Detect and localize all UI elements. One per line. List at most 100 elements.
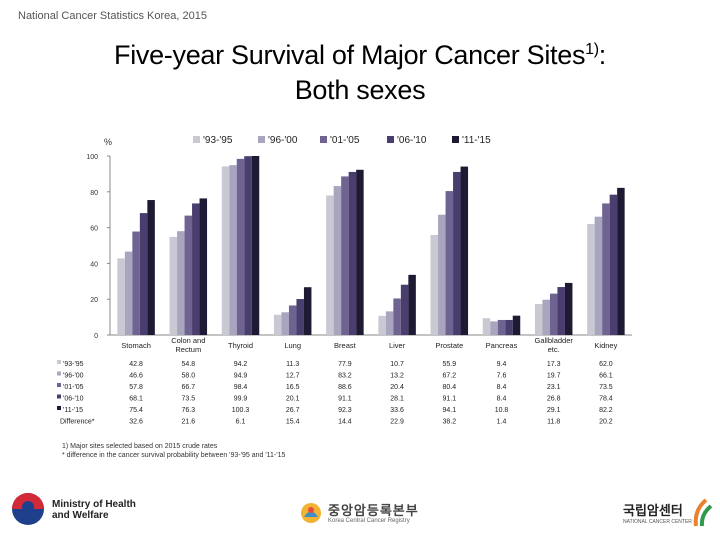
legend-label: '96-'00 [268, 135, 298, 146]
table-cell: 8.4 [497, 384, 507, 391]
bar [169, 236, 178, 335]
table-cell: 66.7 [181, 384, 195, 391]
footnote-2: * difference in the cancer survival prob… [62, 452, 286, 459]
table-cell: 26.7 [286, 407, 300, 414]
bar [356, 169, 364, 335]
table-cell: 19.7 [547, 373, 561, 380]
table-row-label: '96-'00 [63, 373, 84, 380]
legend-label: '01-'05 [330, 135, 360, 146]
bar [445, 191, 454, 335]
ncc-mark-icon [693, 498, 713, 527]
y-tick-label: 60 [90, 226, 98, 233]
bar [192, 203, 200, 335]
bar [199, 198, 208, 335]
bar [617, 187, 625, 335]
legend-label: '93-'95 [203, 135, 233, 146]
bar [534, 304, 543, 335]
title-line2: Both sexes [294, 75, 426, 105]
bar [177, 231, 185, 335]
bar [460, 166, 469, 335]
bar [482, 318, 491, 335]
table-cell: 92.3 [338, 407, 352, 414]
legend-swatch [320, 136, 327, 143]
table-cell: 66.1 [599, 373, 613, 380]
bar [393, 298, 401, 335]
bar [497, 319, 506, 335]
table-cell: 17.3 [547, 361, 561, 368]
mohw-name-line1: Ministry of Health [52, 499, 136, 510]
bar [244, 156, 252, 335]
table-cell: 75.4 [129, 407, 143, 414]
bar [348, 171, 357, 335]
header-text: National Cancer Statistics Korea, 2015 [18, 10, 207, 22]
table-cell: 73.5 [181, 396, 195, 403]
ncc-english: NATIONAL CANCER CENTER [623, 519, 692, 525]
table-cell: 88.6 [338, 384, 352, 391]
kccr-english: Korea Central Cancer Registry [328, 518, 410, 524]
table-cell: 33.6 [390, 407, 404, 414]
y-tick-label: 0 [94, 333, 98, 340]
kccr-korean: 중앙암등록본부 [328, 503, 419, 518]
table-cell: 57.8 [129, 384, 143, 391]
table-row-label: '11-'15 [63, 407, 83, 414]
difference-cell: 15.4 [286, 419, 300, 426]
table-cell: 10.7 [390, 361, 404, 368]
table-cell: 54.8 [181, 361, 195, 368]
difference-cell: 32.6 [129, 419, 143, 426]
bar [184, 215, 193, 335]
difference-cell: 1.4 [497, 419, 507, 426]
mohw-name-line2: and Welfare [52, 510, 109, 521]
table-cell: 82.2 [599, 407, 613, 414]
bar [124, 251, 133, 335]
table-cell: 80.4 [442, 384, 456, 391]
category-label: Lung [284, 341, 301, 350]
difference-cell: 38.2 [442, 419, 456, 426]
category-label: Rectum [175, 345, 201, 354]
table-cell: 12.7 [286, 373, 300, 380]
table-cell: 7.6 [497, 373, 507, 380]
bar [385, 311, 394, 335]
bar [564, 282, 573, 335]
bar [132, 231, 140, 335]
table-row-label: '01-'05 [63, 384, 84, 391]
category-label: Gallbladder [535, 336, 574, 345]
bar [326, 195, 334, 335]
kccr-mark-icon [301, 503, 321, 523]
table-cell: 20.4 [390, 384, 404, 391]
ncc-logo: 국립암센터 NATIONAL CANCER CENTER [620, 498, 716, 532]
difference-cell: 21.6 [181, 419, 195, 426]
table-cell: 83.2 [338, 373, 352, 380]
bar [430, 234, 439, 335]
table-cell: 29.1 [547, 407, 561, 414]
bar [408, 274, 416, 335]
bar [557, 287, 565, 335]
table-cell: 77.9 [338, 361, 352, 368]
table-row-swatch [57, 383, 61, 387]
table-cell: 9.4 [497, 361, 507, 368]
category-label: Kidney [594, 341, 617, 350]
table-cell: 26.8 [547, 396, 561, 403]
table-cell: 55.9 [442, 361, 456, 368]
table-row-label: '06-'10 [63, 396, 84, 403]
y-tick-label: 20 [90, 297, 98, 304]
category-label: Thyroid [228, 341, 253, 350]
legend-label: '11-'15 [462, 135, 491, 146]
table-cell: 42.8 [129, 361, 143, 368]
table-cell: 46.6 [129, 373, 143, 380]
category-label: Stomach [121, 341, 151, 350]
table-cell: 100.3 [232, 407, 250, 414]
taegeuk-icon [12, 493, 44, 525]
bar [587, 224, 595, 335]
table-cell: 94.2 [234, 361, 248, 368]
bar [221, 166, 230, 335]
y-tick-label: 80 [90, 190, 98, 197]
bar [341, 176, 349, 335]
mohw-name: Ministry of Health and Welfare [52, 499, 136, 521]
mohw-logo: Ministry of Health and Welfare [12, 493, 142, 527]
difference-cell: 22.9 [390, 419, 404, 426]
table-cell: 91.1 [338, 396, 352, 403]
bar [512, 315, 521, 335]
page-title: Five-year Survival of Major Cancer Sites… [0, 32, 720, 108]
table-row-swatch [57, 360, 61, 364]
bar [333, 186, 342, 335]
